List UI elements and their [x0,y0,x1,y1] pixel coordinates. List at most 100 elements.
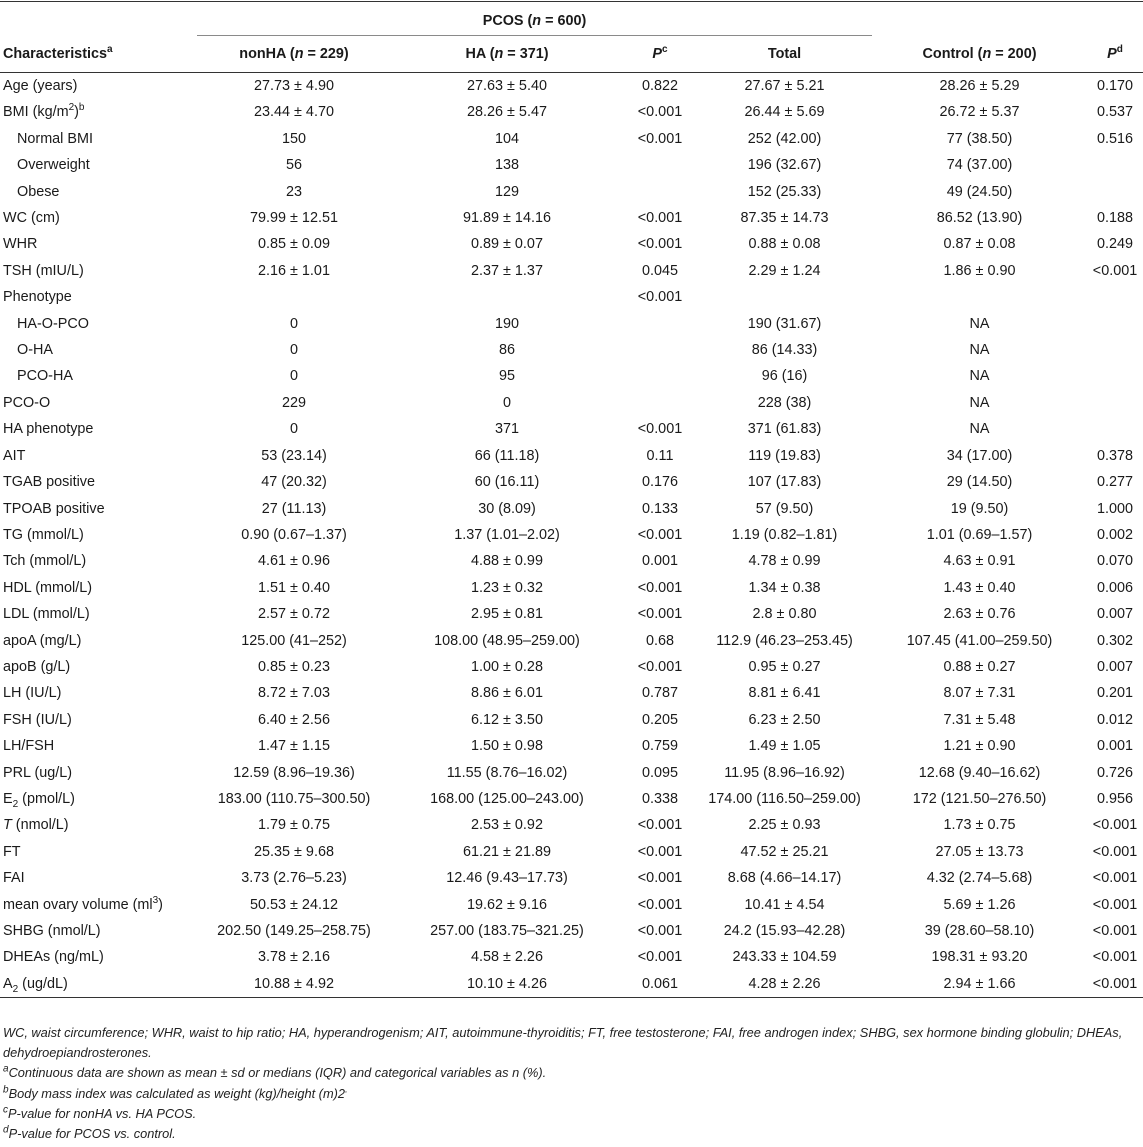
cell-pc: 0.787 [641,685,678,702]
row-label: FAI [3,870,25,887]
cell-ha: 104 [494,130,519,147]
cell-ha: 30 (8.09) [478,500,536,517]
cell-pc: 0.338 [641,790,678,807]
cell-total: 107 (17.83) [747,474,822,491]
cell-total: 371 (61.83) [747,421,822,438]
cell-pd: 0.170 [1097,78,1134,94]
col-header-characteristics: Characteristicsa [0,36,197,73]
cell-ha: 8.86 ± 6.01 [471,685,543,702]
cell-total: 57 (9.50) [755,500,814,517]
row-label: PRL (ug/L) [3,764,73,781]
cell-pd: 0.201 [1097,685,1134,702]
cell-control: 198.31 ± 93.20 [931,949,1028,966]
row-label: Normal BMI [17,130,93,147]
cell-pd [1087,390,1143,416]
table-row: AIT 53 (23.14) 66 (11.18) 0.11 119 (19.83) 34… [0,443,1143,469]
row-label: WC (cm) [3,210,60,227]
table-row: E2 (pmol/L) 183.00 (110.75–300.50) 168.00 … [0,786,1143,812]
cell-ha: 129 [494,183,519,200]
cell-pd [1087,152,1143,178]
row-label: apoB (g/L) [3,658,71,675]
cell-pd: 0.188 [1097,210,1134,227]
table-row: T (nmol/L) 1.79 ± 0.75 2.53 ± 0.92 <0.001 2.… [0,812,1143,838]
cell-nonha: 23.44 ± 4.70 [254,104,334,121]
cell-control: 2.94 ± 1.66 [872,970,1088,999]
cell-nonha: 8.72 ± 7.03 [258,685,330,702]
cell-pd: 0.070 [1097,553,1134,570]
cell-control: 39 (28.60–58.10) [924,923,1035,939]
cell-pd: 0.277 [1097,474,1134,491]
cell-pd: 0.001 [1097,738,1134,755]
row-label: apoA (mg/L) [3,632,82,649]
cell-ha: 1.50 ± 0.98 [471,738,543,755]
cell-nonha: 1.47 ± 1.15 [258,738,330,755]
row-label: A2 (ug/dL) [0,970,197,999]
cell-total: 10.41 ± 4.54 [744,896,825,913]
cell-ha: 28.26 ± 5.47 [467,104,547,121]
cell-pd: 0.726 [1097,764,1134,781]
cell-control: 107.45 (41.00–259.50) [906,632,1053,649]
cell-pc [623,363,697,389]
table-row: apoB (g/L) 0.85 ± 0.23 1.00 ± 0.28 <0.001 0.… [0,654,1143,680]
cell-pc: 0.11 [646,447,674,464]
cell-control: 1.43 ± 0.40 [943,579,1016,596]
cell-pd: <0.001 [1092,923,1138,939]
cell-pd: <0.001 [1092,817,1138,834]
cell-nonha: 56 [285,157,302,174]
cell-ha: 27.63 ± 5.40 [467,78,547,94]
cell-pd: <0.001 [1092,949,1138,966]
col-header-control: Control (n = 200) [872,36,1088,73]
row-label: O-HA [17,342,53,359]
cell-control: 1.86 ± 0.90 [943,262,1016,279]
row-label: SHBG (nmol/L) [3,923,101,939]
table-row: HA phenotype 0 371 <0.001 371 (61.83) NA [0,416,1143,442]
table-row: Overweight 56 138 196 (32.67) 74 (37.00) [0,152,1143,178]
cell-nonha: 0.90 (0.67–1.37) [241,526,347,543]
table-row: FT 25.35 ± 9.68 61.21 ± 21.89 <0.001 47.52 ±… [0,839,1143,865]
table-row: SHBG (nmol/L) 202.50 (149.25–258.75) 257.0… [0,918,1143,944]
table-row: FAI 3.73 (2.76–5.23) 12.46 (9.43–17.73) <0.… [0,865,1143,891]
cell-nonha: 23 [285,183,302,200]
cell-ha: 1.37 (1.01–2.02) [454,526,560,543]
cell-nonha: 47 (20.32) [261,474,327,491]
cell-ha: 4.88 ± 0.99 [471,553,543,570]
cell-total: 86 (14.33) [751,342,818,359]
cell-control: NA [969,342,990,359]
cell-ha: 4.58 ± 2.26 [471,949,543,966]
cell-total: 96 (16) [761,368,808,385]
cell-control: 0.88 ± 0.27 [943,658,1016,675]
row-label: FSH (IU/L) [3,711,72,728]
top-rule [0,1,1143,2]
cell-control: 34 (17.00) [946,447,1013,464]
row-label: HA phenotype [3,421,94,438]
cell-ha [391,284,623,310]
cell-total: 24.2 (15.93–42.28) [723,923,846,939]
cell-total: 2.25 ± 0.93 [748,817,821,834]
table-row: DHEAs (ng/mL) 3.78 ± 2.16 4.58 ± 2.26 <0.00… [0,944,1143,970]
cell-total: 152 (25.33) [747,183,822,200]
cell-nonha: 6.40 ± 2.56 [258,711,330,728]
pcos-group-header: PCOS (n = 600) [197,6,873,36]
row-label: DHEAs (ng/mL) [3,949,104,966]
cell-pd: <0.001 [1087,970,1143,999]
cell-ha: 371 [494,421,519,438]
characteristics-table: PCOS (n = 600) Characteristicsa nonHA (n… [0,6,1143,999]
cell-pc: <0.001 [637,949,683,966]
cell-control: NA [969,394,990,411]
cell-control: NA [969,315,990,332]
cell-pc [623,390,697,416]
row-label: PCO-O [3,394,51,411]
cell-ha: 2.53 ± 0.92 [471,817,543,834]
cell-control: 74 (37.00) [946,157,1013,174]
table-row: BMI (kg/m2)b 23.44 ± 4.70 28.26 ± 5.47 <0.0… [0,99,1143,125]
table-row: WHR 0.85 ± 0.09 0.89 ± 0.07 <0.001 0.88 ± 0.… [0,231,1143,257]
row-label: T (nmol/L) [3,817,69,834]
cell-control: NA [969,421,990,438]
cell-total: 228 (38) [757,394,812,411]
row-label: TGAB positive [3,474,95,491]
cell-total: 26.44 ± 5.69 [744,104,825,121]
cell-pd: 0.956 [1097,790,1134,807]
cell-total: 4.78 ± 0.99 [748,553,821,570]
cell-pd: 1.000 [1097,500,1134,517]
